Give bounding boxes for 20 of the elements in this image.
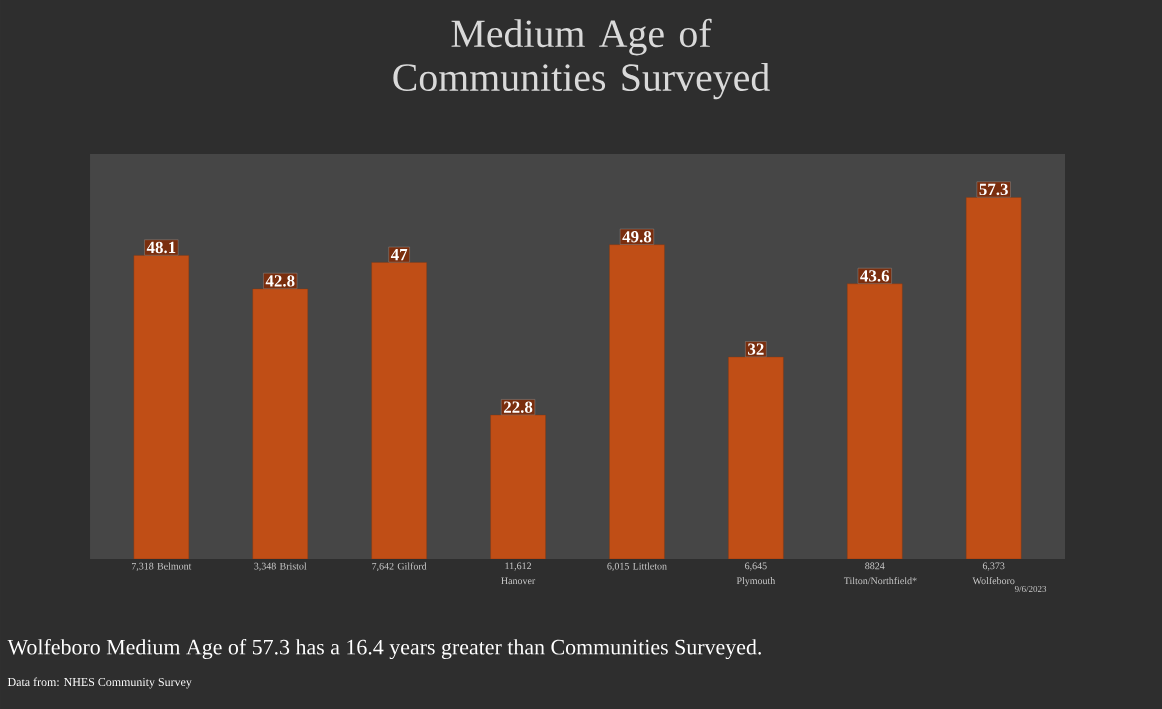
data-label: 42.8	[265, 275, 295, 287]
data-label: 48.1	[146, 241, 176, 254]
x-tick-label: 7,642 Gilford	[372, 562, 427, 572]
text: 9/6/2023	[1014, 585, 1047, 593]
data-label: 22.8	[503, 401, 533, 413]
data-label: 43.6	[860, 270, 890, 282]
data-label: 49.8	[622, 231, 652, 243]
text: Wolfeboro Medium Age of 57.3 has a 16.4 years greater than Communities Surveyed.	[7, 638, 761, 660]
x-tick-label: 8824 Tilton/Northfield*	[843, 562, 917, 585]
x-tick-label: 11,612 Hanover	[501, 562, 536, 585]
x-tick-label: 7,318 Belmont	[131, 562, 192, 571]
x-tick-label: 6,645 Plymouth	[736, 562, 776, 587]
chart-title: Medium Age of Communities Surveyed	[393, 18, 770, 100]
text: Data from: NHES Community Survey	[7, 677, 192, 689]
x-tick-label: 3,348 Bristol	[254, 562, 307, 571]
x-tick-label: 6,015 Littleton	[607, 562, 667, 571]
data-label: 47	[390, 249, 408, 261]
data-label: 32	[748, 343, 764, 355]
data-label: 57.3	[979, 183, 1008, 196]
x-tick-label: 6,373 Wolfeboro	[972, 562, 1015, 585]
